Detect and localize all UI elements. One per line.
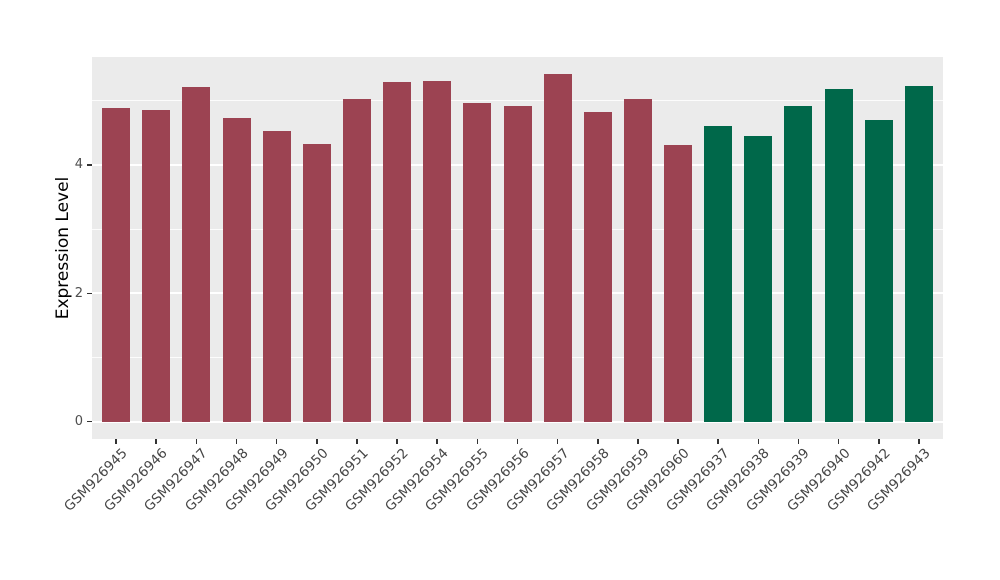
bar-GSM926939 [784, 106, 813, 422]
bar-GSM926954 [423, 81, 452, 422]
x-tick-mark [356, 439, 358, 444]
x-tick-mark [677, 439, 679, 444]
bar-GSM926943 [904, 85, 933, 422]
y-tick-mark [86, 420, 92, 423]
bar-GSM926949 [262, 130, 291, 422]
bar-GSM926950 [302, 144, 331, 422]
bar-GSM926947 [182, 86, 211, 422]
bar-GSM926955 [463, 102, 492, 422]
y-tick-label: 2 [74, 285, 83, 301]
plot-panel [92, 57, 943, 439]
x-tick-mark [837, 439, 840, 444]
gridline-minor [92, 100, 943, 102]
bar-GSM926952 [383, 82, 412, 422]
x-tick-mark [235, 439, 238, 444]
x-tick-mark [878, 439, 880, 444]
bar-GSM926956 [503, 105, 532, 422]
x-tick-mark [717, 439, 719, 444]
bar-GSM926959 [623, 98, 652, 422]
y-tick-label: 0 [74, 414, 83, 430]
x-tick-mark [918, 439, 920, 444]
bar-GSM926957 [543, 74, 572, 422]
x-tick-mark [597, 439, 599, 444]
bar-GSM926948 [222, 118, 251, 422]
x-tick-mark [155, 439, 157, 444]
y-tick-mark [86, 292, 92, 295]
bar-GSM926938 [744, 136, 773, 422]
bar-GSM926937 [704, 126, 733, 422]
y-tick-mark [86, 164, 92, 166]
y-tick-label: 4 [74, 157, 83, 173]
x-tick-mark [757, 439, 760, 444]
x-tick-mark [797, 439, 800, 444]
x-tick-mark [396, 439, 398, 444]
x-tick-mark [275, 439, 278, 444]
x-tick-mark [436, 439, 438, 444]
bar-GSM926942 [864, 119, 893, 422]
x-tick-mark [556, 439, 559, 444]
x-tick-mark [516, 439, 519, 444]
gridline-major [92, 420, 943, 423]
bar-GSM926960 [664, 144, 693, 422]
x-tick-mark [637, 439, 639, 444]
y-axis-title: Expression Level [53, 176, 73, 320]
x-tick-mark [476, 439, 479, 444]
x-tick-mark [316, 439, 318, 444]
x-tick-mark [115, 439, 117, 444]
x-tick-mark [195, 439, 198, 444]
bar-GSM926958 [583, 112, 612, 422]
bar-GSM926946 [142, 109, 171, 422]
bar-GSM926940 [824, 88, 853, 422]
bar-GSM926951 [342, 98, 371, 422]
bar-GSM926945 [102, 107, 131, 422]
